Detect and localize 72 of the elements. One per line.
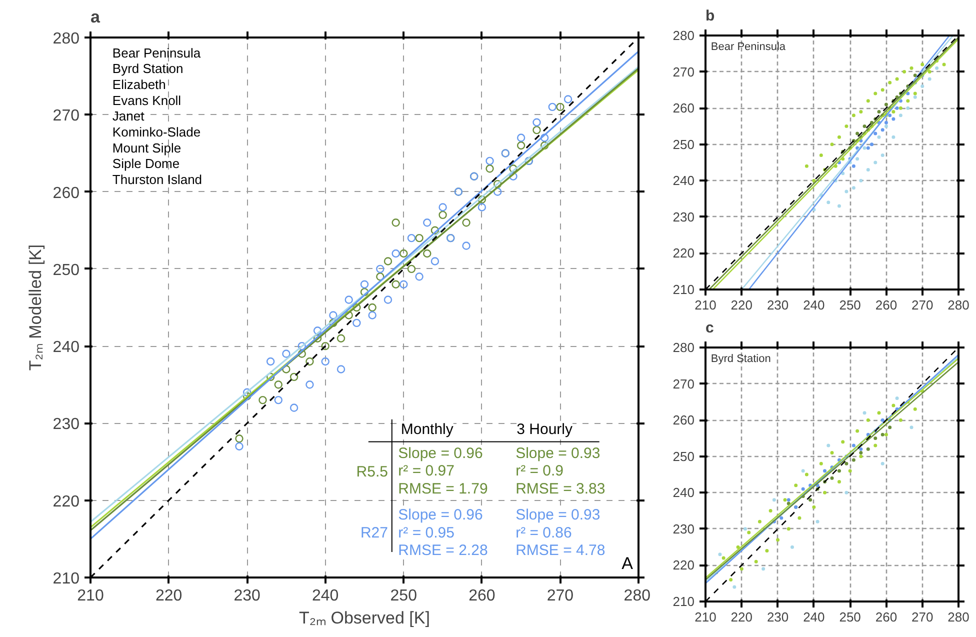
x-tick-label: 260 bbox=[875, 610, 898, 624]
annotation: Bear Peninsula bbox=[112, 45, 202, 60]
y-tick-label: 250 bbox=[672, 136, 695, 152]
annotation: Siple Dome bbox=[112, 156, 180, 172]
x-tick-label: 250 bbox=[839, 610, 861, 624]
y-tick-label: 270 bbox=[672, 376, 695, 392]
y-tick-label: 270 bbox=[672, 64, 695, 80]
x-tick-label: 260 bbox=[468, 588, 496, 604]
y-tick-label: 210 bbox=[672, 282, 695, 297]
annotation: Evans Knoll bbox=[112, 92, 182, 108]
x-tick-label: 220 bbox=[730, 610, 752, 624]
y-tick-label: 240 bbox=[672, 485, 695, 500]
annotation: Kominko-Slade bbox=[112, 124, 201, 140]
y-tick-label: 280 bbox=[672, 28, 695, 43]
annotation: Slope = 0.93 r² = 0.9 RMSE = 3.83 bbox=[516, 444, 606, 498]
x-tick-label: 230 bbox=[234, 588, 261, 604]
x-tick-label: 220 bbox=[155, 588, 182, 604]
annotation: Byrd Station bbox=[710, 352, 771, 365]
annotation: Byrd Station bbox=[112, 61, 184, 76]
y-tick-label: 250 bbox=[672, 448, 695, 464]
x-axis-title: T₂ₘ Observed [K] bbox=[299, 608, 430, 628]
annotation: R5.5 bbox=[356, 463, 388, 480]
y-tick-label: 280 bbox=[52, 30, 80, 48]
annotation: Monthly bbox=[400, 420, 454, 438]
y-tick-label: 220 bbox=[672, 246, 695, 261]
x-tick-label: 240 bbox=[803, 298, 825, 312]
x-tick-label: 250 bbox=[390, 588, 418, 604]
y-tick-label: 270 bbox=[52, 108, 80, 125]
x-tick-label: 210 bbox=[694, 298, 716, 312]
y-tick-label: 260 bbox=[52, 184, 80, 202]
chart-title: a bbox=[90, 8, 100, 26]
chart-title: c bbox=[706, 320, 714, 336]
annotation: A bbox=[622, 554, 634, 573]
annotation: 3 Hourly bbox=[516, 420, 573, 438]
x-tick-label: 210 bbox=[694, 610, 716, 624]
x-tick-label: 220 bbox=[730, 298, 752, 312]
x-tick-label: 280 bbox=[948, 298, 970, 312]
x-tick-label: 210 bbox=[77, 588, 104, 604]
x-tick-label: 270 bbox=[546, 588, 574, 604]
annotation: Slope = 0.96 r² = 0.95 RMSE = 2.28 bbox=[398, 506, 488, 560]
y-axis-title: T₂ₘ Modelled [K] bbox=[26, 244, 45, 371]
y-tick-label: 230 bbox=[672, 521, 695, 536]
annotation: Slope = 0.93 r² = 0.86 RMSE = 4.78 bbox=[516, 506, 606, 560]
y-tick-label: 220 bbox=[672, 558, 695, 573]
x-tick-label: 280 bbox=[624, 588, 651, 604]
y-tick-label: 230 bbox=[672, 209, 695, 224]
x-tick-label: 280 bbox=[948, 610, 970, 624]
annotation: Slope = 0.96 r² = 0.97 RMSE = 1.79 bbox=[398, 444, 488, 498]
x-tick-label: 270 bbox=[912, 298, 934, 312]
y-tick-label: 260 bbox=[672, 100, 695, 116]
annotation: Bear Peninsula bbox=[710, 40, 786, 53]
x-tick-label: 240 bbox=[312, 588, 339, 604]
y-tick-label: 240 bbox=[52, 339, 80, 356]
x-tick-label: 270 bbox=[912, 610, 934, 624]
x-tick-label: 230 bbox=[766, 610, 789, 624]
annotation: Mount Siple bbox=[112, 140, 182, 156]
y-tick-label: 280 bbox=[672, 340, 695, 355]
x-tick-label: 230 bbox=[766, 298, 789, 312]
annotation: Janet bbox=[112, 108, 145, 124]
y-tick-label: 230 bbox=[52, 416, 80, 434]
annotation: Thurston Island bbox=[112, 172, 202, 187]
chart-title: b bbox=[706, 8, 715, 24]
y-tick-label: 240 bbox=[672, 173, 695, 188]
y-tick-label: 260 bbox=[672, 412, 695, 428]
y-tick-label: 250 bbox=[52, 262, 80, 279]
x-tick-label: 240 bbox=[803, 610, 825, 624]
y-tick-label: 220 bbox=[52, 493, 80, 510]
annotation: R27 bbox=[360, 524, 388, 542]
x-tick-label: 260 bbox=[875, 298, 898, 312]
annotation: Elizabeth bbox=[112, 77, 166, 92]
y-tick-label: 210 bbox=[52, 570, 80, 588]
x-tick-label: 250 bbox=[839, 298, 861, 312]
